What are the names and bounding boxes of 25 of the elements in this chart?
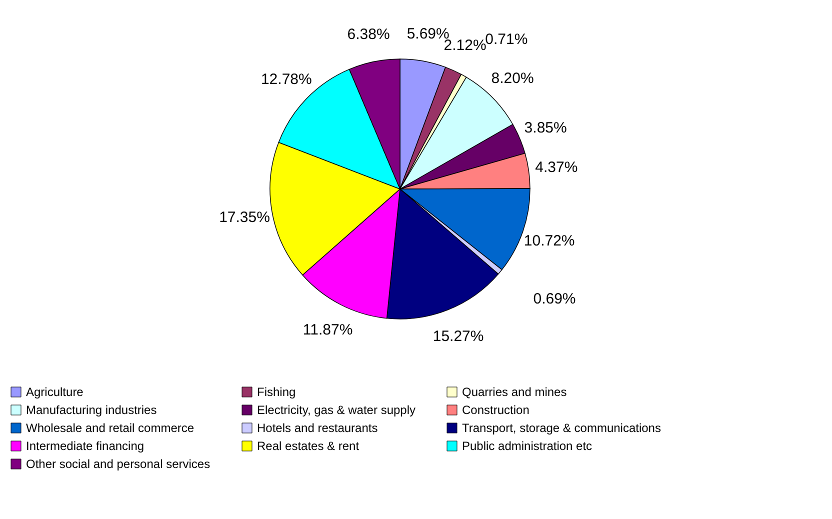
data-label: 0.69% (533, 290, 576, 308)
data-label: 2.12% (444, 37, 486, 54)
data-label: 0.71% (485, 31, 528, 48)
legend-label: Intermediate financing (26, 439, 144, 453)
legend-label: Wholesale and retail commerce (26, 421, 194, 435)
data-label: 12.78% (260, 71, 312, 88)
legend-label: Quarries and mines (462, 385, 567, 399)
legend-label: Manufacturing industries (26, 403, 157, 417)
data-label: 6.38% (347, 26, 390, 44)
data-label: 3.85% (524, 120, 567, 137)
legend-label: Other social and personal services (26, 457, 210, 471)
legend-label: Agriculture (26, 385, 84, 399)
legend-label: Electricity, gas & water supply (257, 403, 416, 417)
legend-label: Fishing (257, 385, 296, 399)
legend-label: Hotels and restaurants (257, 421, 378, 435)
legend-label: Real estates & rent (257, 439, 360, 453)
data-label: 10.72% (524, 232, 575, 250)
legend-label: Construction (462, 403, 530, 417)
data-label: 15.27% (432, 328, 484, 345)
data-label: 8.20% (491, 70, 534, 88)
legend-label: Transport, storage & communications (462, 421, 661, 435)
data-label: 11.87% (302, 322, 353, 339)
data-label: 4.37% (535, 158, 578, 176)
legend-label: Public administration etc (462, 439, 592, 453)
data-label: 17.35% (219, 208, 270, 226)
